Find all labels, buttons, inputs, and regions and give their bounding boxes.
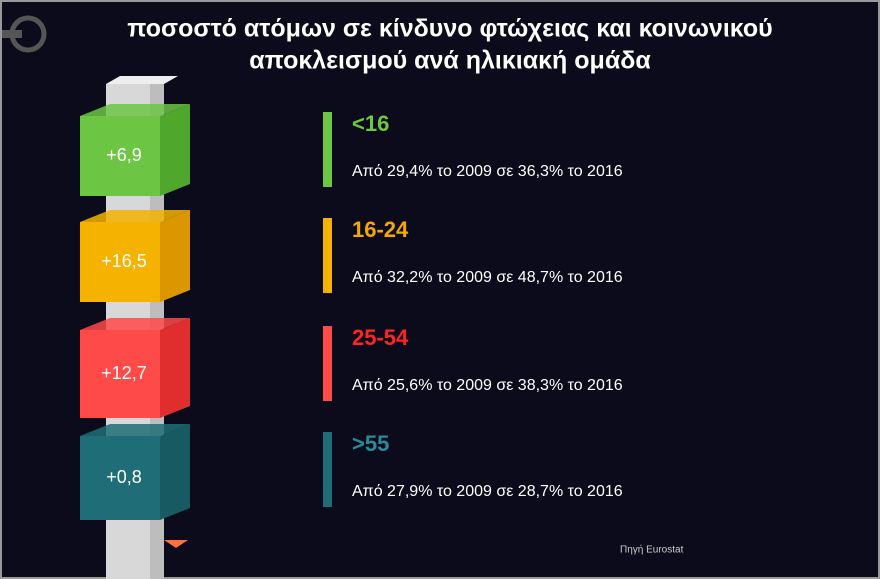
cube-side bbox=[160, 424, 190, 520]
cube-badge: +0,8 bbox=[106, 467, 142, 487]
group-description: Από 27,9% το 2009 σε 28,7% το 2016 bbox=[352, 483, 623, 500]
cube-side bbox=[160, 210, 190, 302]
cube-top bbox=[80, 104, 190, 116]
cube-badge: +16,5 bbox=[101, 251, 147, 271]
cube-front bbox=[80, 330, 160, 418]
icon bbox=[2, 30, 22, 38]
group-description: Από 32,2% το 2009 σε 48,7% το 2016 bbox=[352, 269, 623, 286]
cube-front bbox=[80, 222, 160, 302]
group-label: >55 bbox=[352, 431, 389, 456]
items: +6,9 <16 Από 29,4% το 2009 σε 36,3% το 201… bbox=[80, 104, 623, 520]
title: ποσοστό ατόμων σε κίνδυνο φτώχειας και κ… bbox=[127, 15, 772, 43]
cube-side bbox=[160, 318, 190, 418]
cube-top bbox=[80, 210, 190, 222]
title: αποκλεισμού ανά ηλικιακή ομάδα bbox=[249, 47, 651, 75]
cube-side bbox=[160, 104, 190, 196]
cube-top bbox=[80, 424, 190, 436]
group-label: 16-24 bbox=[352, 217, 409, 242]
accent-bar bbox=[323, 432, 332, 507]
group-description: Από 29,4% το 2009 σε 36,3% το 2016 bbox=[352, 163, 623, 180]
cube-badge: +6,9 bbox=[106, 145, 142, 165]
cube-front bbox=[80, 116, 160, 196]
accent-bar bbox=[323, 112, 332, 187]
accent-bar bbox=[323, 218, 332, 293]
cube-badge: +12,7 bbox=[101, 363, 147, 383]
cube-top bbox=[80, 318, 190, 330]
source: Πηγή Eurostat bbox=[620, 544, 684, 556]
group-description: Από 25,6% το 2009 σε 38,3% το 2016 bbox=[352, 377, 623, 394]
pillar-marker bbox=[164, 540, 188, 548]
group-label: <16 bbox=[352, 111, 389, 136]
accent-bar bbox=[323, 326, 332, 401]
pillar-top bbox=[106, 76, 178, 84]
group-label: 25-54 bbox=[352, 325, 409, 350]
cube-front bbox=[80, 436, 160, 520]
